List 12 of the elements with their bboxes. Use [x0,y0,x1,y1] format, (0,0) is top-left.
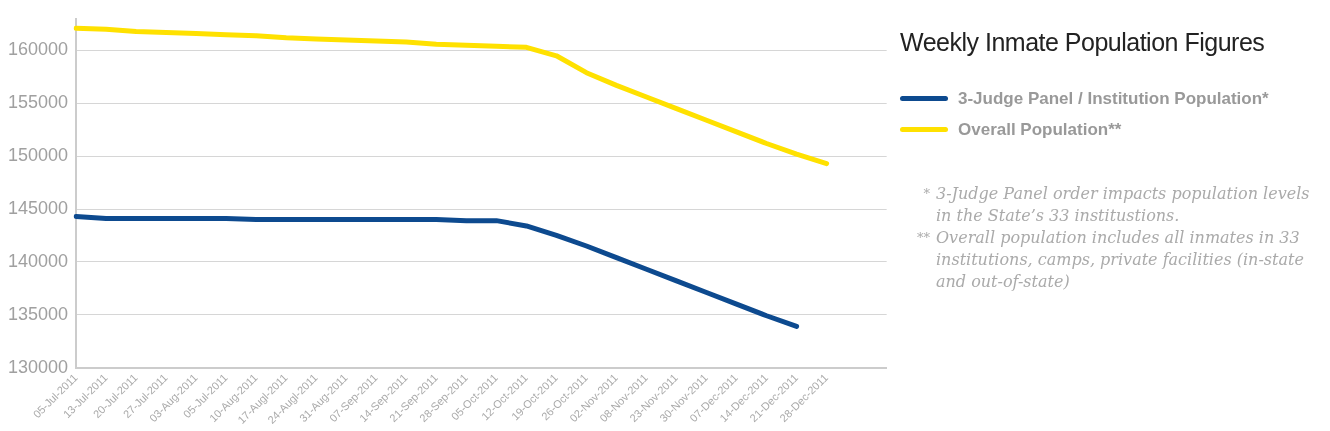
y-tick-label: 155000 [7,92,69,113]
y-tick-label: 130000 [7,356,69,377]
y-tick-label: 140000 [7,250,69,271]
text: ** Overall population includes all inmates in 33 institutions, camps, private facilities (in-state and out-of-state) [916,227,1305,293]
y-tick-label: 150000 [7,145,69,166]
text: Weekly Inmate Population Figures [900,28,1266,57]
text: * 3-Judge Panel order impacts population levels in the State’s 33 institustions. [922,183,1311,227]
legend-label: Overall Population** [958,119,1122,140]
y-tick-label: 145000 [7,197,69,218]
legend-label: 3-Judge Panel / Institution Population* [958,88,1269,109]
y-tick-label: 160000 [7,39,69,60]
y-tick-label: 135000 [7,303,69,324]
